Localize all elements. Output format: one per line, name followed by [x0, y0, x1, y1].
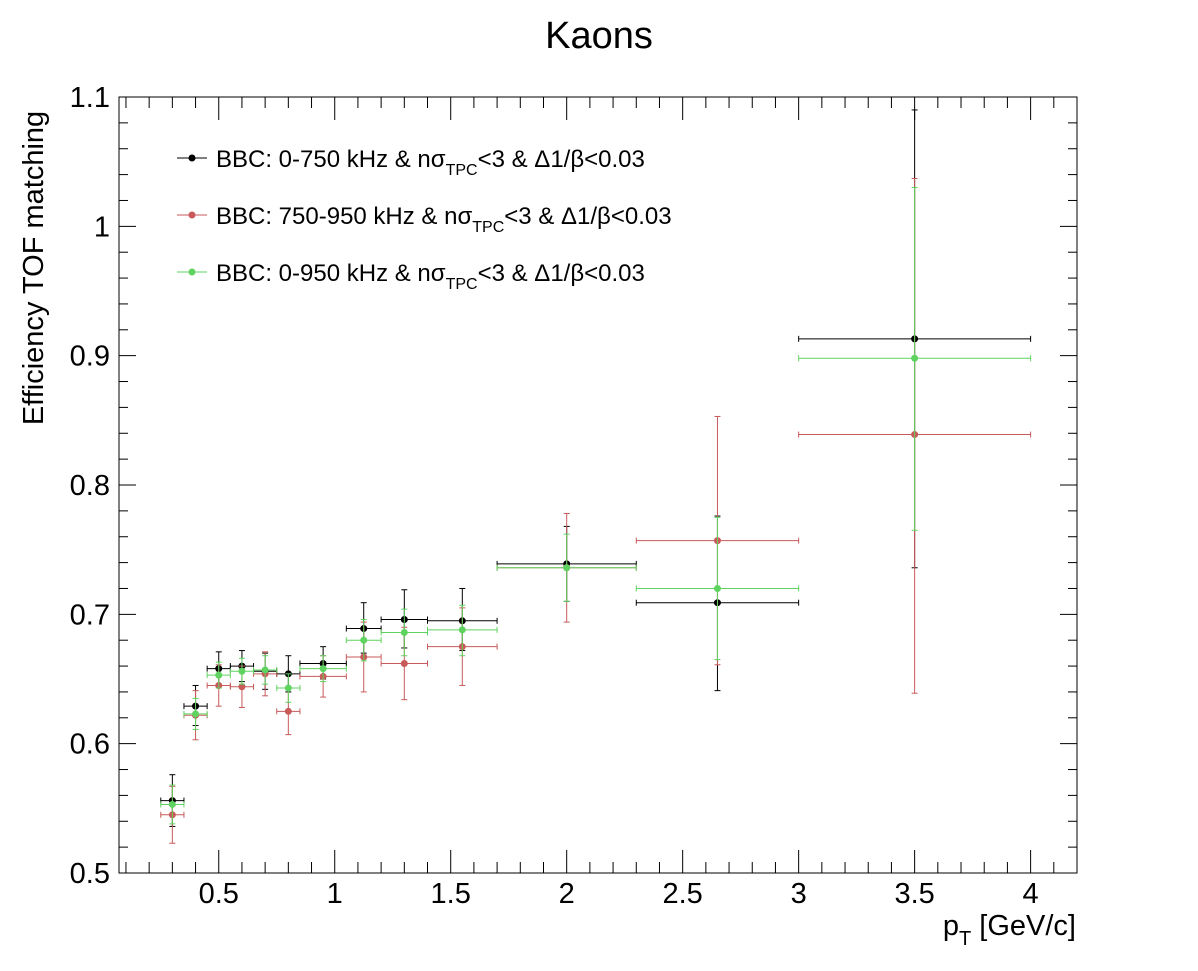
series-3	[160, 187, 1032, 825]
data-point	[168, 800, 176, 808]
data-point	[911, 354, 919, 362]
x-tick-label: 0.5	[199, 878, 239, 910]
data-point	[192, 710, 200, 718]
x-axis-label-unit: [GeV/c]	[971, 910, 1076, 942]
data-point-group	[229, 665, 255, 708]
x-tick-label: 2	[559, 878, 575, 910]
data-point-group	[299, 655, 347, 683]
legend-label-2-prefix: BBC: 750-950 kHz & nσ	[216, 203, 472, 230]
data-point	[238, 667, 246, 675]
x-axis-ticks	[125, 97, 1055, 873]
legend-marker-3	[188, 268, 196, 276]
legend-label-1-prefix: BBC: 0-750 kHz & nσ	[216, 146, 446, 173]
y-tick-label: 1.1	[70, 82, 110, 114]
legend-label-2-subscript: TPC	[472, 219, 504, 236]
data-point	[458, 626, 466, 634]
data-point	[284, 707, 292, 715]
legend-label-1-suffix: <3 & Δ1/β<0.03	[478, 146, 645, 173]
data-point-group	[229, 657, 255, 685]
x-tick-label: 1	[327, 878, 343, 910]
legend-marker-1	[188, 154, 196, 162]
data-point-group	[345, 619, 382, 662]
x-tick-label: 2.5	[663, 878, 703, 910]
data-point-group	[496, 533, 637, 602]
legend-entry-1: BBC: 0-750 kHz & nσTPC<3 & Δ1/β<0.03	[177, 146, 645, 179]
data-point	[713, 584, 721, 592]
legend: BBC: 0-750 kHz & nσTPC<3 & Δ1/β<0.03 BBC…	[177, 146, 672, 293]
data-point	[319, 665, 327, 673]
x-tick-label: 3.5	[894, 878, 934, 910]
legend-label-3-suffix: <3 & Δ1/β<0.03	[478, 260, 645, 287]
x-tick-label: 1.5	[431, 878, 471, 910]
y-axis-ticks	[119, 96, 1077, 874]
y-axis-label: Efficiency TOF matching	[18, 111, 50, 425]
legend-marker-2	[188, 211, 196, 219]
data-point	[261, 666, 269, 674]
legend-entry-3: BBC: 0-950 kHz & nσTPC<3 & Δ1/β<0.03	[177, 260, 645, 293]
y-tick-label: 0.9	[70, 341, 110, 373]
data-point-group	[427, 604, 498, 657]
data-point-group	[206, 661, 231, 689]
x-tick-label: 4	[1023, 878, 1039, 910]
data-point	[563, 564, 571, 572]
data-point-group	[635, 516, 800, 661]
data-series	[160, 109, 1032, 844]
x-axis-label-main: p	[943, 910, 959, 942]
data-point	[400, 659, 408, 667]
data-point	[400, 628, 408, 636]
data-point	[360, 636, 368, 644]
data-point-group	[160, 784, 185, 825]
y-axis-tick-labels: 0.5 0.6 0.7 0.8 0.9 1 1.1	[70, 82, 110, 890]
y-tick-label: 0.5	[70, 858, 110, 890]
legend-label-1: BBC: 0-750 kHz & nσTPC<3 & Δ1/β<0.03	[216, 146, 645, 179]
data-point	[215, 671, 223, 679]
legend-entry-2: BBC: 750-950 kHz & nσTPC<3 & Δ1/β<0.03	[177, 203, 672, 236]
legend-label-2: BBC: 750-950 kHz & nσTPC<3 & Δ1/β<0.03	[216, 203, 672, 236]
data-point-group	[253, 655, 278, 685]
legend-label-3: BBC: 0-950 kHz & nσTPC<3 & Δ1/β<0.03	[216, 260, 645, 293]
data-point-group	[276, 673, 301, 703]
x-axis-label: pT [GeV/c]	[943, 910, 1076, 950]
y-tick-label: 0.7	[70, 599, 110, 631]
data-point-group	[798, 187, 1032, 531]
x-tick-label: 3	[791, 878, 807, 910]
y-tick-label: 0.8	[70, 470, 110, 502]
data-point	[238, 683, 246, 691]
chart-title: Kaons	[545, 15, 653, 57]
legend-label-2-suffix: <3 & Δ1/β<0.03	[504, 203, 671, 230]
legend-label-3-prefix: BBC: 0-950 kHz & nσ	[216, 260, 446, 287]
legend-label-3-subscript: TPC	[446, 276, 478, 293]
data-point-group	[183, 697, 208, 730]
y-tick-label: 1	[94, 211, 110, 243]
data-point	[284, 684, 292, 692]
x-axis-tick-labels: 0.5 1 1.5 2 2.5 3 3.5 4	[199, 878, 1039, 910]
x-axis-label-subscript: T	[959, 928, 971, 950]
legend-label-1-subscript: TPC	[446, 162, 478, 179]
y-tick-label: 0.6	[70, 729, 110, 761]
